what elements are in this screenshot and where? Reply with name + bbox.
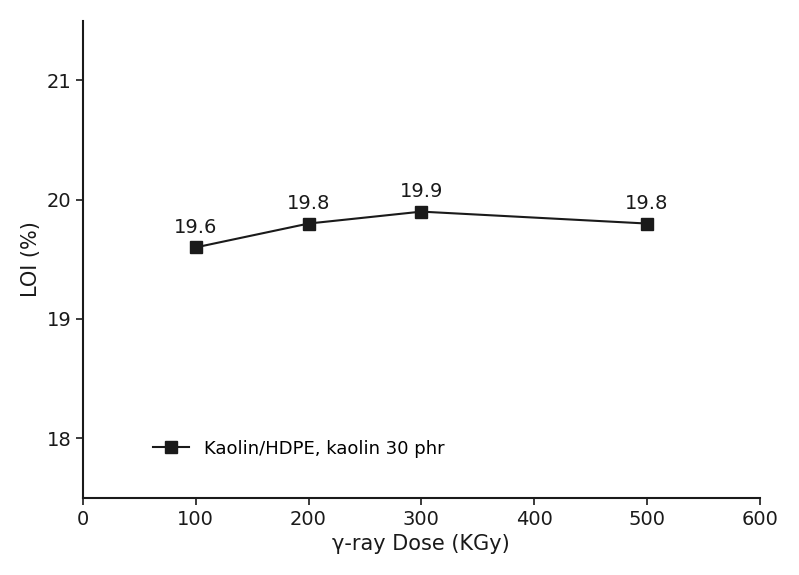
Legend: Kaolin/HDPE, kaolin 30 phr: Kaolin/HDPE, kaolin 30 phr xyxy=(146,432,451,465)
Text: 19.9: 19.9 xyxy=(400,182,443,201)
X-axis label: γ-ray Dose (KGy): γ-ray Dose (KGy) xyxy=(332,534,511,554)
Line: Kaolin/HDPE, kaolin 30 phr: Kaolin/HDPE, kaolin 30 phr xyxy=(190,206,653,253)
Kaolin/HDPE, kaolin 30 phr xyxy=(642,220,652,227)
Kaolin/HDPE, kaolin 30 phr xyxy=(304,220,313,227)
Y-axis label: LOI (%): LOI (%) xyxy=(21,221,41,297)
Kaolin/HDPE, kaolin 30 phr xyxy=(191,244,201,251)
Kaolin/HDPE, kaolin 30 phr xyxy=(416,208,426,215)
Text: 19.8: 19.8 xyxy=(626,194,669,213)
Text: 19.6: 19.6 xyxy=(174,218,217,237)
Text: 19.8: 19.8 xyxy=(287,194,330,213)
